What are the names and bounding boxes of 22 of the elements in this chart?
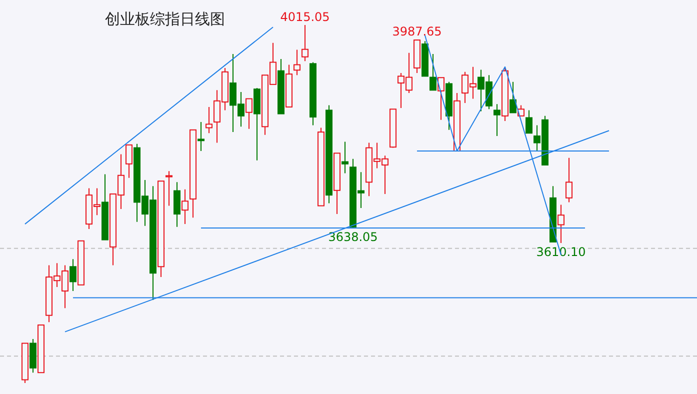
candlestick	[198, 122, 204, 152]
candlestick	[246, 98, 252, 130]
candlestick	[182, 188, 188, 225]
candlestick	[206, 106, 212, 134]
annotation: 3638.05	[328, 230, 378, 244]
candlestick	[526, 110, 532, 134]
candlestick	[302, 24, 308, 62]
candlestick	[430, 54, 436, 91]
candlestick	[174, 182, 180, 228]
candlestick	[70, 258, 76, 292]
candlestick	[494, 104, 500, 136]
candlestick	[166, 170, 172, 206]
candlestick	[510, 81, 516, 114]
annotation: 4015.05	[280, 10, 330, 24]
annotation: 3987.65	[392, 24, 442, 39]
chart-title: 创业板综指日线图	[105, 10, 225, 28]
candlestick	[438, 77, 444, 120]
candlestick	[342, 141, 348, 174]
candlestick	[126, 144, 132, 178]
candlestick	[566, 157, 572, 203]
candlestick	[294, 49, 300, 76]
candlestick	[558, 204, 564, 244]
